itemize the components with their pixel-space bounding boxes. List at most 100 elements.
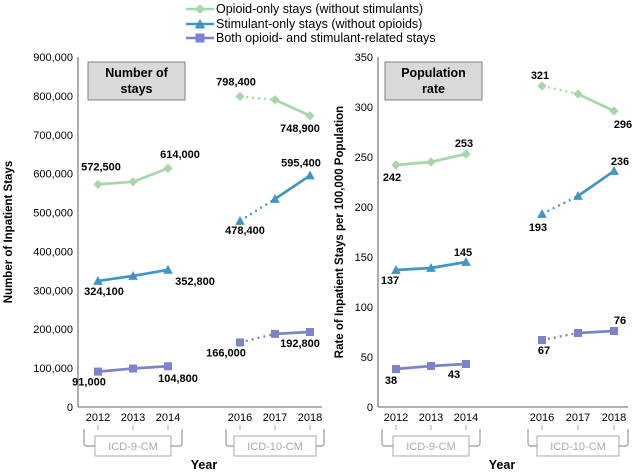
data-point-marker	[392, 365, 400, 373]
data-point-label: 352,800	[175, 276, 215, 288]
y-tick-label: 900,000	[33, 52, 73, 64]
y-tick-label: 300,000	[33, 285, 73, 297]
bracket	[469, 429, 481, 447]
series-line-segment	[577, 92, 615, 113]
data-point-marker	[610, 327, 618, 335]
panel-title: rate	[422, 82, 445, 96]
bracket	[225, 429, 234, 447]
series-line-segment	[239, 332, 276, 344]
series-line-segment	[430, 362, 467, 368]
data-point-marker	[94, 367, 102, 376]
data-point-label: 324,100	[84, 286, 124, 298]
data-point-label: 595,400	[281, 157, 321, 169]
data-point-marker	[93, 179, 103, 189]
series-line-segment	[97, 274, 134, 283]
y-tick-label: 350	[355, 52, 373, 64]
y-tick-label: 250	[355, 152, 373, 164]
panel-title-box	[384, 61, 483, 101]
x-tick-label: 2016	[530, 412, 554, 424]
data-point-label: 104,800	[158, 373, 198, 385]
data-point-marker	[305, 170, 315, 180]
data-point-marker	[129, 364, 137, 373]
bracket	[171, 429, 183, 447]
x-axis-title: Year	[489, 458, 516, 472]
x-tick-label: 2017	[263, 412, 287, 424]
series-line-segment	[541, 331, 579, 342]
data-point-marker	[574, 329, 582, 337]
data-point-marker	[128, 270, 138, 280]
x-tick-label: 2013	[419, 412, 443, 424]
data-point-marker	[537, 209, 547, 218]
data-point-label: 192,800	[280, 338, 320, 350]
legend-item: Both opioid- and stimulant-related stays	[184, 31, 436, 46]
data-point-marker	[609, 166, 619, 175]
data-point-marker	[427, 362, 435, 370]
data-point-marker	[609, 106, 619, 116]
y-tick-label: 600,000	[33, 169, 73, 181]
data-point-label: 166,000	[206, 347, 246, 359]
bracket	[527, 429, 537, 447]
x-tick-label: 2012	[384, 412, 408, 424]
series-line-segment	[577, 329, 615, 335]
panel-title: stays	[121, 82, 153, 96]
x-tick-label: 2014	[454, 412, 478, 424]
legend-item-label: Both opioid- and stimulant-related stays	[216, 31, 436, 45]
y-tick-label: 100,000	[33, 363, 73, 375]
data-point-marker	[462, 360, 470, 368]
panel-title: Number of	[105, 66, 168, 80]
series-line-segment	[430, 152, 467, 164]
x-axis-title: Year	[191, 458, 218, 472]
data-point-label: 76	[614, 315, 626, 327]
bracket	[316, 429, 325, 447]
series-line-segment	[132, 364, 169, 370]
data-point-marker	[270, 193, 280, 203]
data-point-label: 798,400	[216, 77, 256, 89]
data-point-marker	[426, 157, 436, 167]
y-tick-label: 50	[361, 352, 373, 364]
y-tick-label: 200,000	[33, 324, 73, 336]
series-line-segment	[274, 98, 311, 117]
data-point-marker	[164, 362, 172, 371]
data-point-marker	[128, 177, 138, 187]
stays-panel: 0 100,000 200,000 300,000 400,000 500,000 600,…	[3, 52, 325, 472]
data-point-marker	[270, 95, 280, 105]
x-tick-label: 2016	[228, 412, 252, 424]
data-point-label: 748,900	[280, 123, 320, 135]
series-line-segment	[274, 174, 311, 201]
data-point-marker	[163, 163, 173, 173]
data-point-marker	[235, 215, 245, 225]
legend-item: Stimulant-only stays (without opioids)	[184, 17, 436, 32]
data-point-label: 296	[614, 119, 632, 131]
data-point-marker	[235, 91, 245, 102]
y-tick-label: 700,000	[33, 130, 73, 142]
x-tick-label: 2014	[156, 412, 180, 424]
series-line-segment	[97, 367, 134, 373]
x-tick-label: 2018	[298, 412, 322, 424]
data-point-label: 242	[383, 172, 401, 184]
y-tick-label: 0	[67, 402, 73, 414]
legend-item: Opioid-only stays (without stimulants)	[184, 2, 436, 17]
rate-panel: 0 50 100 150 200 250 300 350 Rate of Inpatient S…	[334, 52, 632, 472]
data-point-marker	[305, 111, 315, 121]
series-line-segment	[541, 194, 579, 216]
icd-box	[94, 435, 172, 457]
icd-label: ICD-9-CM	[406, 441, 456, 453]
y-axis-title: Number of Inpatient Stays	[3, 161, 15, 304]
data-point-marker	[573, 191, 583, 200]
series-line-segment	[430, 260, 467, 270]
y-axis-title: Rate of Inpatient Stays per 100,000 Popu…	[334, 106, 346, 358]
icd-box	[536, 435, 620, 457]
panel-title-box	[87, 61, 186, 101]
y-tick-label: 300	[355, 102, 373, 114]
data-point-marker	[93, 275, 103, 285]
data-point-marker	[271, 329, 279, 338]
x-tick-label: 2018	[602, 412, 626, 424]
icd-label: ICD-10-CM	[247, 441, 303, 453]
bracket	[83, 429, 95, 447]
data-point-label: 253	[455, 138, 473, 150]
legend-both-line-icon	[186, 33, 214, 43]
data-point-label: 236	[611, 156, 629, 168]
data-point-marker	[461, 257, 471, 266]
x-tick-label: 2012	[86, 412, 110, 424]
